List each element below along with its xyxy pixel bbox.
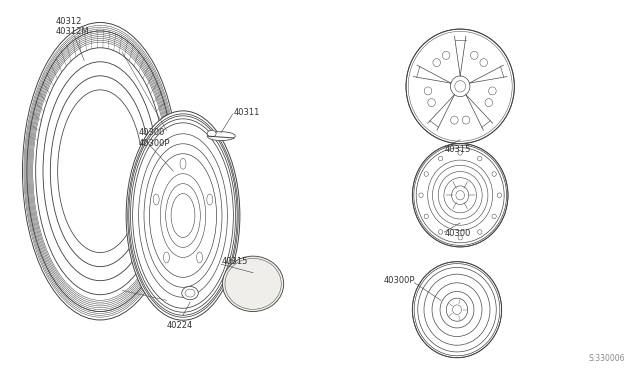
- Ellipse shape: [58, 90, 143, 253]
- Ellipse shape: [412, 144, 508, 247]
- Ellipse shape: [433, 58, 440, 67]
- Ellipse shape: [22, 23, 178, 320]
- Ellipse shape: [458, 235, 462, 240]
- Text: 40300
40300P: 40300 40300P: [138, 128, 170, 148]
- Ellipse shape: [442, 51, 450, 60]
- Ellipse shape: [406, 29, 515, 144]
- Ellipse shape: [424, 87, 432, 95]
- Ellipse shape: [458, 151, 462, 155]
- Ellipse shape: [477, 230, 482, 234]
- Ellipse shape: [412, 262, 502, 358]
- Ellipse shape: [492, 214, 496, 219]
- Text: 40300P: 40300P: [384, 276, 415, 285]
- Ellipse shape: [182, 286, 198, 300]
- Text: 40224: 40224: [166, 321, 193, 330]
- Ellipse shape: [438, 230, 443, 234]
- Ellipse shape: [470, 51, 478, 60]
- Ellipse shape: [477, 156, 482, 161]
- Text: S:330006: S:330006: [588, 354, 625, 363]
- Ellipse shape: [497, 193, 502, 198]
- Text: 40312
40312M: 40312 40312M: [56, 17, 89, 36]
- Ellipse shape: [452, 305, 461, 314]
- Text: 40311: 40311: [234, 108, 260, 117]
- Ellipse shape: [223, 256, 284, 311]
- Ellipse shape: [485, 99, 493, 107]
- Ellipse shape: [488, 87, 496, 95]
- Ellipse shape: [207, 132, 236, 141]
- Ellipse shape: [424, 172, 428, 176]
- Text: 40315: 40315: [221, 257, 248, 266]
- Ellipse shape: [451, 116, 458, 124]
- Ellipse shape: [480, 58, 488, 67]
- Text: 40315: 40315: [444, 145, 470, 154]
- Ellipse shape: [126, 111, 240, 320]
- Ellipse shape: [424, 214, 428, 219]
- Ellipse shape: [462, 116, 470, 124]
- Text: 40300: 40300: [444, 230, 470, 238]
- Ellipse shape: [438, 156, 443, 161]
- Ellipse shape: [419, 193, 423, 198]
- Ellipse shape: [492, 172, 496, 176]
- Ellipse shape: [428, 99, 435, 107]
- Ellipse shape: [207, 130, 216, 137]
